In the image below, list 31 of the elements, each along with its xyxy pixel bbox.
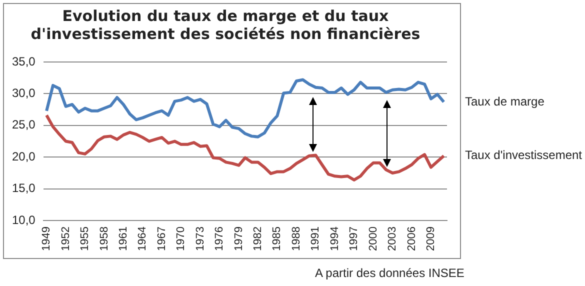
y-tick-label: 35,0 (12, 54, 36, 68)
x-tick-label: 2003 (386, 226, 399, 252)
x-tick-label: 1949 (40, 226, 53, 252)
x-tick-label: 1973 (194, 226, 206, 252)
x-tick-label: 1976 (214, 226, 226, 252)
series-label: Taux d'investissement (465, 148, 583, 162)
x-tick-label: 1952 (60, 226, 72, 252)
chart-title: Evolution du taux de marge et du taux d'investissement des sociétés non financières (30, 6, 420, 43)
y-tick-label: 20,0 (12, 149, 36, 164)
y-tick-label: 25,0 (12, 118, 36, 132)
x-tick-label: 1997 (348, 226, 360, 252)
x-tick-label: 2006 (406, 226, 418, 252)
x-tick-label: 1991 (310, 226, 322, 252)
x-tick-label: 2009 (425, 226, 438, 252)
x-tick-label: 1961 (117, 226, 130, 252)
y-tick-label: 10,0 (12, 212, 36, 227)
x-tick-label: 1970 (175, 226, 188, 252)
x-tick-label: 1994 (328, 226, 341, 252)
x-tick-label: 2000 (367, 226, 380, 252)
series-label: Taux de marge (465, 94, 545, 108)
x-tick-label: 1979 (232, 226, 245, 252)
y-tick-label: 15,0 (12, 181, 36, 196)
x-tick-label: 1982 (252, 226, 264, 252)
x-tick-label: 1958 (98, 226, 110, 252)
x-tick-label: 1985 (271, 226, 284, 252)
y-tick-label: 30,0 (12, 86, 36, 100)
x-tick-label: 1967 (156, 226, 168, 252)
x-tick-label: 1988 (290, 226, 302, 252)
x-tick-label: 1964 (136, 226, 149, 252)
text: A partir des données INSEE (315, 266, 464, 280)
x-tick-label: 1955 (79, 226, 92, 252)
